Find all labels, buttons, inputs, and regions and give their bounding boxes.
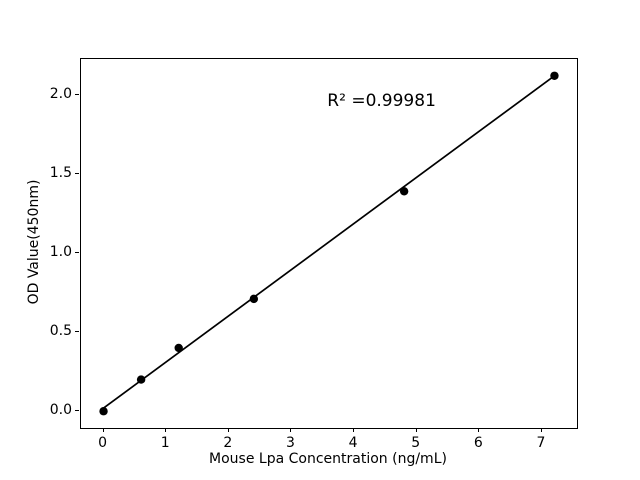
r-squared-annotation: R² =0.99981 — [327, 91, 436, 112]
x-tick-mark — [165, 428, 167, 432]
x-tick-mark — [478, 428, 480, 432]
fit-line — [103, 75, 555, 409]
y-tick-label: 0.5 — [49, 323, 72, 340]
data-point — [136, 375, 146, 384]
y-tick-label: 2.0 — [49, 85, 72, 102]
x-axis-label: Mouse Lpa Concentration (ng/mL) — [209, 451, 447, 467]
x-tick-label: 2 — [223, 435, 233, 451]
x-tick-mark — [227, 428, 229, 432]
data-point — [249, 294, 259, 304]
y-tick-mark — [75, 410, 79, 412]
x-tick-label: 6 — [473, 435, 483, 451]
x-tick-mark — [540, 428, 542, 432]
x-tick-mark — [415, 428, 417, 432]
data-point — [399, 187, 409, 196]
x-tick-label: 1 — [160, 435, 170, 451]
y-tick-label: 0.0 — [49, 402, 72, 419]
plot-area: R² =0.99981 — [80, 58, 578, 429]
x-tick-label: 5 — [411, 435, 421, 451]
x-tick-mark — [353, 428, 355, 432]
x-tick-label: 0 — [98, 435, 107, 451]
y-tick-label: 1.0 — [49, 243, 72, 260]
x-tick-label: 4 — [348, 435, 358, 451]
y-tick-mark — [75, 331, 79, 333]
y-tick-mark — [75, 251, 79, 253]
y-tick-label: 1.5 — [49, 164, 72, 181]
data-point — [99, 407, 108, 416]
x-tick-mark — [102, 428, 104, 432]
scatter-plot — [99, 71, 559, 416]
data-point — [174, 343, 183, 353]
data-point — [550, 71, 559, 80]
x-tick-label: 7 — [536, 435, 546, 451]
x-tick-mark — [290, 428, 292, 432]
x-tick-label: 3 — [285, 435, 295, 451]
y-tick-mark — [75, 93, 79, 95]
y-axis-label: OD Value(450nm) — [26, 179, 42, 305]
y-tick-mark — [75, 172, 79, 174]
